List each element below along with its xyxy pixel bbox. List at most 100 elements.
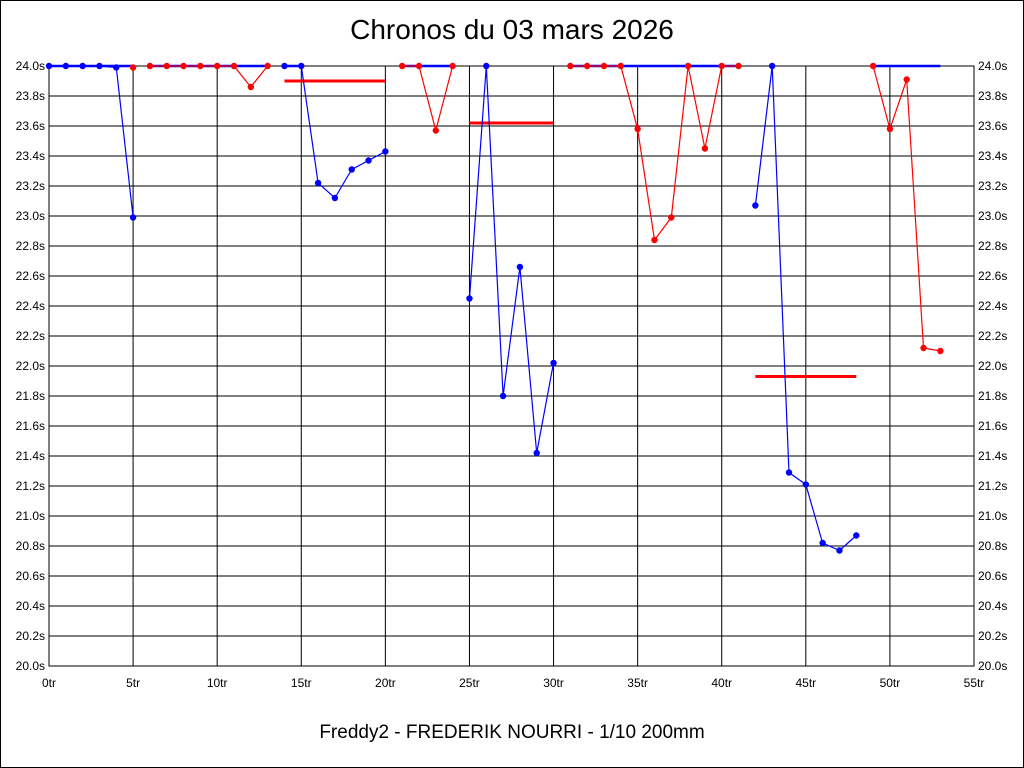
data-point-blue <box>129 214 137 221</box>
y-tick-label: 23.4s <box>16 149 45 163</box>
x-tick-label: 45tr <box>795 676 816 690</box>
plot-area-border <box>48 65 975 667</box>
data-point-blue <box>466 295 473 302</box>
x-tick-label: 40tr <box>711 676 732 690</box>
data-point-blue <box>281 62 288 70</box>
y-tick-label: 21.8s <box>16 389 45 403</box>
y-tick-label: 20.4s <box>16 599 45 613</box>
data-point-red <box>600 62 608 70</box>
data-point-blue <box>113 64 120 71</box>
data-point-red <box>129 64 137 71</box>
data-point-blue <box>836 547 843 554</box>
data-point-red <box>146 62 154 70</box>
y-tick-label: 22.2s <box>16 329 45 343</box>
y-tick-label: 23.6s <box>978 119 1007 133</box>
x-tick-label: 30tr <box>543 676 564 690</box>
y-tick-label: 21.0s <box>16 509 45 523</box>
data-point-red <box>735 62 742 70</box>
y-tick-label: 24.0s <box>16 59 45 73</box>
x-tick-label: 50tr <box>880 676 901 690</box>
y-tick-label: 22.8s <box>978 239 1007 253</box>
data-point-blue <box>853 532 860 539</box>
x-tick-label: 55tr <box>964 676 985 690</box>
y-tick-label: 22.2s <box>978 329 1007 343</box>
data-point-red <box>264 62 271 70</box>
y-tick-label: 24.0s <box>978 59 1007 73</box>
y-tick-label: 20.6s <box>16 569 45 583</box>
data-point-red <box>684 62 692 70</box>
y-tick-label: 22.4s <box>16 299 45 313</box>
data-point-red <box>213 62 221 70</box>
y-tick-label: 22.4s <box>978 299 1007 313</box>
y-tick-label: 20.8s <box>16 539 45 553</box>
data-point-red <box>567 62 574 70</box>
data-point-blue <box>314 179 322 187</box>
y-tick-label: 22.0s <box>978 359 1007 373</box>
x-tick-label: 20tr <box>375 676 396 690</box>
data-point-red <box>583 62 591 70</box>
x-tick-label: 0tr <box>42 676 56 690</box>
data-point-blue <box>45 62 53 70</box>
y-tick-label: 21.2s <box>16 479 45 493</box>
y-tick-label: 21.4s <box>16 449 45 463</box>
x-tick-labels: 0tr 5tr 10tr 15tr 20tr 25tr 30tr 35tr 40tr 45tr 50… <box>42 676 984 690</box>
grid-lines <box>48 65 975 667</box>
data-point-red <box>701 145 709 152</box>
series-points <box>45 62 944 554</box>
chart-title: Chronos du 03 mars 2026 <box>350 14 674 45</box>
data-point-blue <box>382 148 389 155</box>
data-point-blue <box>533 449 540 457</box>
data-point-red <box>197 62 204 70</box>
data-point-red <box>886 125 894 133</box>
y-tick-label: 23.8s <box>978 89 1007 103</box>
y-tick-label: 22.6s <box>16 269 45 283</box>
y-tick-label: 23.8s <box>16 89 45 103</box>
y-tick-label: 21.2s <box>978 479 1007 493</box>
data-point-red <box>247 83 255 91</box>
chart-caption: Freddy2 - FREDERIK NOURRI - 1/10 200mm <box>319 722 705 743</box>
y-tick-label: 20.2s <box>16 629 45 643</box>
y-tick-label: 20.6s <box>978 569 1007 583</box>
series-line-red <box>872 65 941 352</box>
y-tick-label: 22.0s <box>16 359 45 373</box>
y-tick-label: 20.2s <box>978 629 1007 643</box>
data-point-red <box>651 236 658 244</box>
y-tick-label: 22.6s <box>978 269 1007 283</box>
data-point-red <box>668 214 675 221</box>
data-point-blue <box>96 62 103 70</box>
y-tick-label: 20.0s <box>978 659 1007 673</box>
data-point-blue <box>768 62 776 70</box>
series-line-red <box>402 65 454 133</box>
series-line-blue <box>49 65 134 218</box>
x-tick-label: 10tr <box>207 676 228 690</box>
data-point-red <box>937 347 944 355</box>
data-point-blue <box>752 202 759 209</box>
x-tick-label: 35tr <box>627 676 648 690</box>
y-tick-label: 21.0s <box>978 509 1007 523</box>
y-tick-label: 21.4s <box>978 449 1007 463</box>
data-point-blue <box>331 194 339 202</box>
data-point-red <box>449 62 456 70</box>
data-point-red <box>415 62 423 70</box>
data-point-red <box>634 125 641 133</box>
y-tick-label: 21.6s <box>978 419 1007 433</box>
average-lines <box>284 79 857 378</box>
data-point-blue <box>516 263 524 271</box>
data-point-red <box>869 62 877 70</box>
data-point-blue <box>348 166 355 173</box>
data-point-blue <box>483 62 490 70</box>
x-tick-label: 5tr <box>126 676 140 690</box>
y-tick-label: 20.8s <box>978 539 1007 553</box>
y-tick-label: 23.2s <box>16 179 45 193</box>
data-point-blue <box>499 392 507 400</box>
data-point-red <box>920 344 927 352</box>
y-tick-label: 20.0s <box>16 659 45 673</box>
data-point-red <box>617 62 625 70</box>
data-point-blue <box>785 469 793 476</box>
y-tick-labels-left: 20.0s 20.2s 20.4s 20.6s 20.8s 21.0s 21.2s 21.4s… <box>16 59 45 673</box>
y-tick-label: 23.6s <box>16 119 45 133</box>
data-point-blue <box>802 481 810 488</box>
data-point-red <box>432 127 440 134</box>
y-tick-label: 23.2s <box>978 179 1007 193</box>
series-line-red <box>570 65 739 242</box>
